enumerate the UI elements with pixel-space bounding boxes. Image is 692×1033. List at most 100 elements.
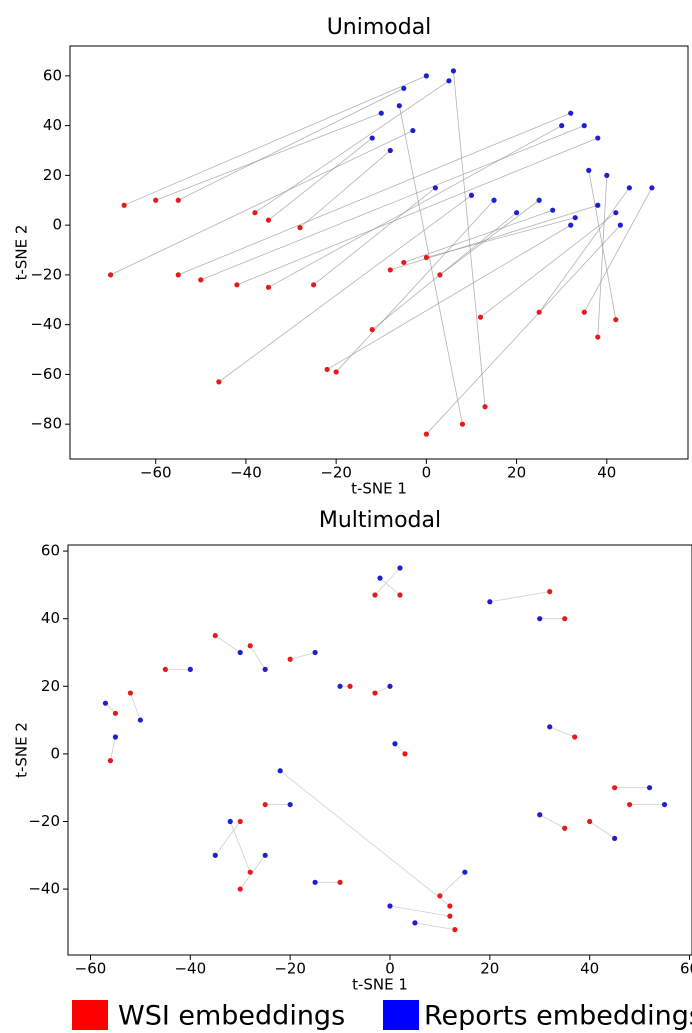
- point: [447, 903, 453, 909]
- point: [432, 185, 438, 191]
- point: [581, 123, 587, 129]
- chart-title: Unimodal: [327, 15, 432, 40]
- pair-line: [229, 821, 251, 873]
- point: [627, 801, 633, 808]
- pair-line: [538, 187, 630, 313]
- x-tick-label: −60: [140, 464, 172, 482]
- point: [402, 751, 408, 757]
- y-tick-label: −40: [28, 880, 60, 898]
- point: [324, 366, 330, 373]
- point: [237, 886, 243, 892]
- y-tick-label: −80: [30, 415, 62, 433]
- point: [277, 768, 283, 774]
- pair-line: [110, 736, 116, 761]
- point: [112, 710, 119, 716]
- y-tick-label: −20: [30, 265, 62, 283]
- point: [491, 197, 497, 203]
- point: [312, 879, 318, 885]
- pair-line: [155, 112, 382, 201]
- pair-line: [236, 137, 598, 286]
- point: [337, 879, 343, 885]
- y-tick-label: −20: [28, 812, 60, 830]
- point: [212, 632, 218, 639]
- point: [175, 272, 181, 278]
- y-tick-label: −60: [30, 365, 62, 383]
- point: [547, 724, 553, 730]
- point: [372, 690, 378, 696]
- pair-line: [218, 194, 472, 383]
- pair-line: [200, 125, 585, 281]
- point: [423, 254, 429, 261]
- pair-line: [549, 726, 575, 738]
- point: [437, 272, 443, 278]
- point: [369, 135, 375, 141]
- point: [265, 284, 272, 290]
- point: [247, 869, 253, 875]
- pair-line: [439, 871, 466, 897]
- point: [613, 210, 619, 216]
- point: [262, 801, 268, 808]
- point: [537, 616, 543, 622]
- pair-line: [403, 209, 553, 263]
- point: [247, 643, 253, 649]
- x-tick-label: 60: [680, 960, 692, 978]
- pair-line: [254, 80, 450, 214]
- legend-label: Reports embeddings: [424, 1001, 692, 1032]
- legend-swatch: [383, 1000, 419, 1030]
- point: [661, 801, 668, 808]
- y-tick-label: 20: [41, 677, 60, 695]
- y-tick-label: 0: [52, 216, 62, 234]
- x-tick-label: 20: [507, 464, 526, 482]
- point: [568, 222, 574, 228]
- point: [595, 135, 601, 141]
- x-tick-label: −60: [75, 960, 107, 978]
- point: [401, 85, 407, 91]
- point: [262, 852, 268, 858]
- point: [572, 734, 578, 740]
- point: [547, 589, 553, 595]
- point: [587, 818, 593, 825]
- point: [536, 309, 542, 315]
- point: [462, 869, 468, 875]
- point: [227, 818, 233, 825]
- point: [562, 825, 568, 831]
- pair-line: [268, 137, 373, 221]
- x-tick-label: 40: [597, 464, 616, 482]
- point: [452, 927, 458, 933]
- pair-line: [313, 187, 436, 286]
- point: [387, 267, 393, 273]
- pair-line: [268, 125, 562, 288]
- pair-line: [583, 187, 653, 313]
- point: [450, 68, 457, 74]
- pair-line: [489, 591, 550, 603]
- point: [107, 758, 114, 764]
- point: [626, 185, 632, 191]
- point: [477, 314, 484, 320]
- point: [612, 835, 618, 841]
- pair-line: [374, 567, 401, 596]
- point: [513, 210, 520, 216]
- y-tick-label: 60: [41, 542, 60, 560]
- point: [137, 717, 143, 723]
- point: [262, 666, 268, 672]
- point: [337, 683, 343, 689]
- point: [392, 741, 398, 747]
- x-tick-label: 40: [580, 960, 599, 978]
- pair-line: [130, 692, 141, 721]
- point: [312, 649, 318, 656]
- point: [482, 404, 488, 410]
- pair-line: [326, 224, 571, 370]
- x-axis-label: t-SNE 1: [351, 480, 407, 498]
- pair-line: [178, 87, 404, 201]
- pair-line: [123, 75, 427, 206]
- axes-frame: [67, 544, 692, 956]
- point: [559, 123, 565, 129]
- chart-title: Multimodal: [319, 508, 441, 533]
- y-axis-label: t-SNE 2: [13, 225, 31, 281]
- point: [234, 282, 240, 288]
- point: [646, 785, 653, 791]
- pair-line: [414, 922, 455, 931]
- pair-line: [589, 821, 615, 839]
- point: [412, 920, 418, 926]
